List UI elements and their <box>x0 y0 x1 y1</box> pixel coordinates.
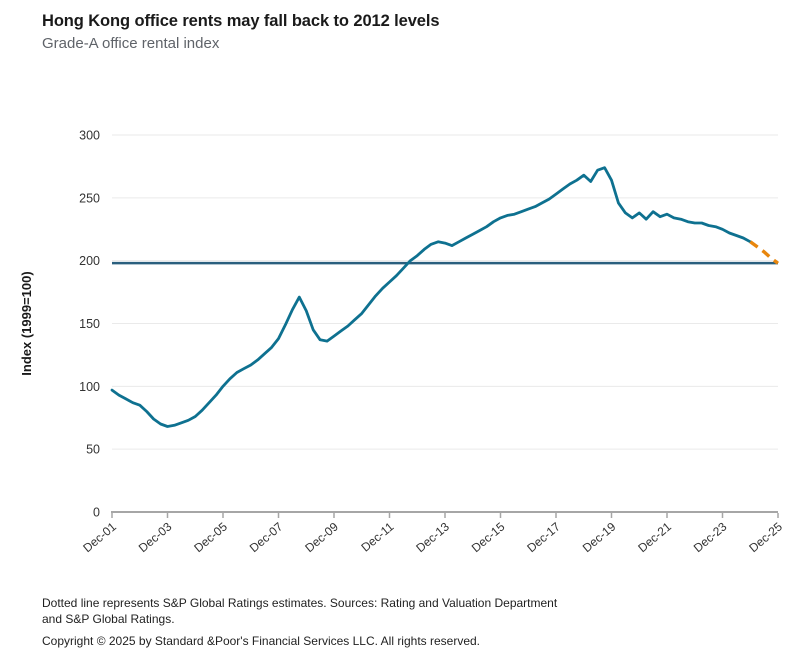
source-note-line1: Dotted line represents S&P Global Rating… <box>42 596 558 610</box>
x-tick-label-Dec-17: Dec-17 <box>524 519 563 555</box>
x-tick-label-Dec-23: Dec-23 <box>691 519 730 555</box>
chart-footer: Dotted line represents S&P Global Rating… <box>42 595 682 649</box>
chart-header: Hong Kong office rents may fall back to … <box>42 12 440 52</box>
source-note: Dotted line represents S&P Global Rating… <box>42 595 682 627</box>
y-tick-label-200: 200 <box>79 254 100 268</box>
y-tick-label-50: 50 <box>86 443 100 457</box>
x-tick-label-Dec-11: Dec-11 <box>358 519 396 554</box>
y-axis-title: Index (1999=100) <box>19 271 34 375</box>
x-tick-label-Dec-25: Dec-25 <box>746 519 785 555</box>
y-tick-label-150: 150 <box>79 317 100 331</box>
x-tick-label-Dec-21: Dec-21 <box>635 519 674 555</box>
chart-subtitle: Grade-A office rental index <box>42 35 220 52</box>
x-tick-label-Dec-07: Dec-07 <box>247 519 286 555</box>
x-tick-label-Dec-15: Dec-15 <box>469 519 508 555</box>
y-tick-label-100: 100 <box>79 380 100 394</box>
y-tick-label-300: 300 <box>79 129 100 143</box>
copyright-note: Copyright © 2025 by Standard &Poor's Fin… <box>42 634 481 648</box>
x-tick-label-Dec-13: Dec-13 <box>413 519 452 555</box>
x-tick-label-Dec-09: Dec-09 <box>302 519 341 555</box>
x-tick-label-Dec-03: Dec-03 <box>136 519 175 555</box>
source-note-line2: and S&P Global Ratings. <box>42 612 175 626</box>
estimate-series-line <box>749 240 779 265</box>
chart-title: Hong Kong office rents may fall back to … <box>42 12 440 30</box>
y-tick-label-250: 250 <box>79 191 100 205</box>
x-tick-label-Dec-19: Dec-19 <box>580 519 619 555</box>
x-tick-label-Dec-01: Dec-01 <box>80 519 119 555</box>
x-tick-label-Dec-05: Dec-05 <box>191 519 230 555</box>
actual-series-line <box>110 166 752 428</box>
y-tick-label-0: 0 <box>93 506 100 520</box>
